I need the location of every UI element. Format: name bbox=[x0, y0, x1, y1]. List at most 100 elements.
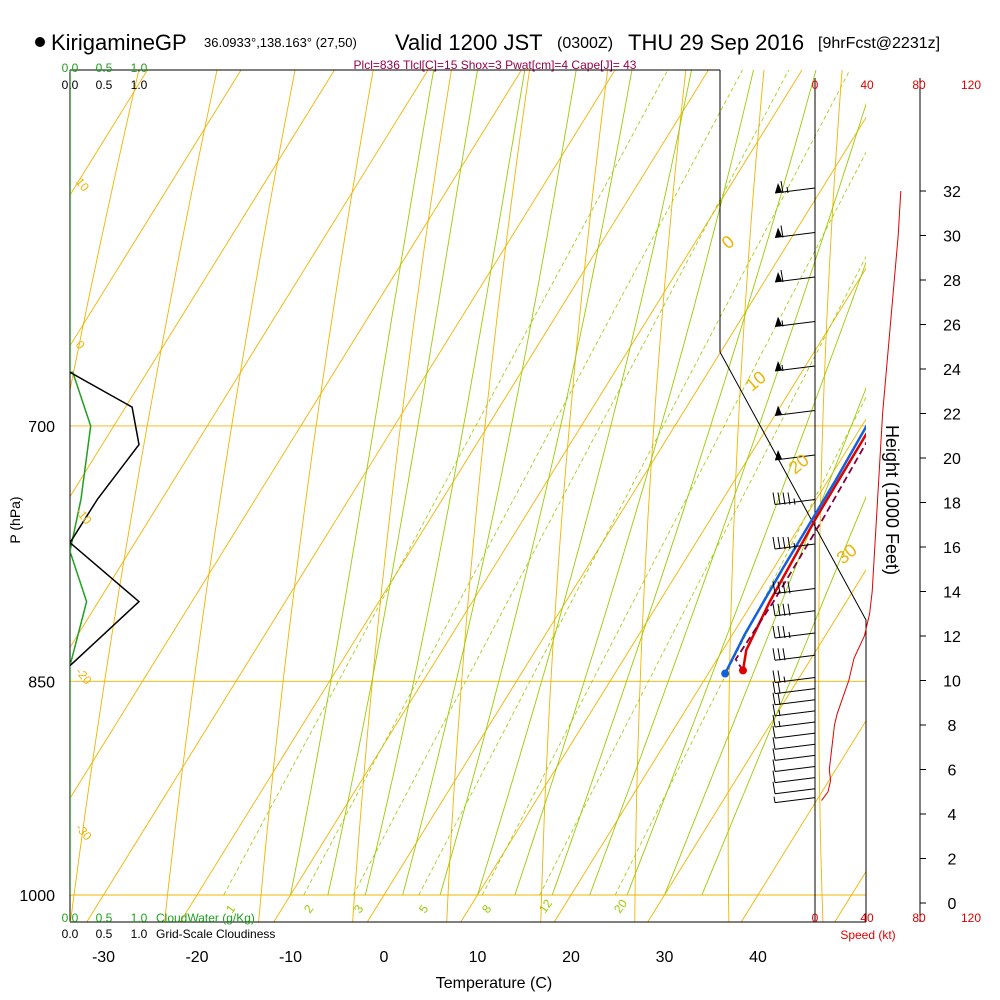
wind-barb-feather bbox=[777, 692, 781, 705]
isotherm bbox=[460, 267, 866, 922]
dry-adiabat-label: 0 bbox=[73, 338, 88, 352]
height-tick-label: 10 bbox=[943, 674, 961, 691]
wind-barb-feather bbox=[772, 625, 776, 639]
pressure-tick-label: 1000 bbox=[19, 888, 55, 905]
wind-barb-feather bbox=[772, 581, 776, 594]
height-axis-title: Height (1000 Feet) bbox=[882, 425, 902, 575]
moist-adiabat bbox=[514, 70, 754, 896]
temperature-tick-label: -20 bbox=[185, 949, 208, 966]
wind-barb-feather bbox=[772, 781, 776, 794]
wind-barb-staff bbox=[774, 632, 816, 639]
speed-tick-label: 0 bbox=[812, 911, 819, 925]
wind-barb-staff bbox=[774, 788, 816, 795]
height-tick-label: 16 bbox=[943, 540, 961, 557]
wind-barb-half bbox=[778, 720, 781, 728]
dry-adiabat-label: 10 bbox=[73, 175, 93, 194]
speed-tick-label: 40 bbox=[860, 911, 874, 925]
moist-adiabat bbox=[402, 70, 577, 896]
indices-line: Plcl=836 Tlcl[C]=15 Shox=3 Pwat[cm]=4 Ca… bbox=[354, 58, 637, 72]
surface-temperature-dot bbox=[738, 666, 747, 675]
moist-adiabat-label: 10 bbox=[742, 367, 770, 395]
cloudwater-tick-label: 0.5 bbox=[96, 911, 113, 925]
wind-barb-feather bbox=[787, 492, 791, 505]
isotherm bbox=[273, 70, 803, 922]
dry-adiabat bbox=[70, 70, 218, 922]
wind-barb-feather bbox=[782, 603, 786, 616]
wind-barb bbox=[774, 405, 816, 416]
moist-adiabat bbox=[701, 495, 866, 896]
wind-barb-feather bbox=[782, 648, 786, 661]
wind-barb-staff bbox=[774, 721, 816, 728]
moist-adiabat bbox=[364, 70, 526, 896]
mixing-ratio-line bbox=[418, 70, 851, 896]
dry-adiabat-label: -20 bbox=[73, 665, 95, 688]
moist-adiabat bbox=[664, 387, 866, 896]
wind-barb-feather bbox=[772, 770, 776, 783]
wind-barb-half bbox=[786, 186, 789, 194]
wind-barb bbox=[772, 492, 816, 505]
dewpoint-line bbox=[723, 424, 866, 675]
height-tick-label: 0 bbox=[948, 896, 957, 913]
speed-tick-label: 120 bbox=[961, 78, 981, 92]
wind-barb-feather bbox=[787, 581, 791, 594]
wind-barb bbox=[774, 225, 816, 238]
wind-barbs bbox=[772, 180, 902, 804]
wind-barb-feather bbox=[772, 759, 776, 772]
wind-barb bbox=[772, 536, 816, 550]
cloudiness-tick-label: 0.0 bbox=[62, 927, 79, 941]
wind-barb-staff bbox=[774, 743, 816, 750]
dry-adiabat bbox=[258, 70, 374, 922]
surface-dewpoint-dot bbox=[721, 669, 730, 678]
wind-barb-staff bbox=[774, 754, 816, 761]
y-axis-title: P (hPa) bbox=[7, 496, 23, 543]
wind-barb-staff bbox=[774, 797, 816, 804]
height-tick-label: 2 bbox=[948, 852, 957, 869]
wind-barb bbox=[774, 269, 816, 283]
dry-adiabat bbox=[540, 70, 609, 922]
moist-adiabat-label: 20 bbox=[785, 450, 813, 478]
wind-barb-feather bbox=[772, 536, 776, 550]
wind-barb-staff bbox=[774, 766, 816, 772]
height-tick-label: 32 bbox=[943, 184, 961, 201]
dry-adiabat bbox=[164, 70, 296, 922]
isotherm bbox=[0, 0, 855, 1000]
cloudiness-tick-label: 0.5 bbox=[96, 927, 113, 941]
wind-barb bbox=[772, 603, 816, 617]
cloudiness-tick-label: 0.5 bbox=[96, 78, 113, 92]
temperature-tick-label: 10 bbox=[469, 949, 487, 966]
speed-tick-label: 40 bbox=[860, 78, 874, 92]
temperature-line bbox=[741, 432, 866, 671]
cloudwater-profile bbox=[70, 70, 92, 895]
station-coords: 36.0933°,138.163° (27,50) bbox=[204, 35, 357, 50]
wind-barb-feather bbox=[777, 581, 781, 594]
wind-barb bbox=[772, 625, 816, 639]
wind-barb-feather bbox=[777, 625, 781, 639]
mixing-ratio-line bbox=[352, 70, 790, 896]
isotherm bbox=[553, 418, 866, 922]
mixing-ratio-label: 5 bbox=[416, 902, 431, 916]
wind-barb-feather bbox=[772, 648, 776, 661]
cloudiness-tick-label: 1.0 bbox=[131, 78, 148, 92]
x-axis-title: Temperature (C) bbox=[436, 975, 552, 992]
temperature-tick-label: -10 bbox=[279, 949, 302, 966]
wind-barb bbox=[772, 748, 816, 761]
wind-barb-feather bbox=[780, 180, 784, 194]
wind-barb-feather bbox=[777, 492, 781, 505]
wind-barb-staff bbox=[774, 588, 816, 594]
dry-adiabat bbox=[70, 70, 140, 393]
wind-barb bbox=[774, 180, 816, 194]
isotherm bbox=[0, 0, 761, 1000]
wind-barb-flag bbox=[775, 227, 782, 238]
moist-adiabat bbox=[477, 70, 692, 896]
wind-barb-feather bbox=[780, 269, 784, 283]
cloudiness-profile bbox=[70, 371, 141, 667]
valid-date: THU 29 Sep 2016 bbox=[628, 30, 804, 55]
wind-barb-half bbox=[793, 542, 796, 550]
isotherm bbox=[366, 116, 866, 922]
wind-barb-staff bbox=[774, 232, 816, 238]
forecast-label: [9hrFcst@2231z] bbox=[818, 35, 940, 52]
